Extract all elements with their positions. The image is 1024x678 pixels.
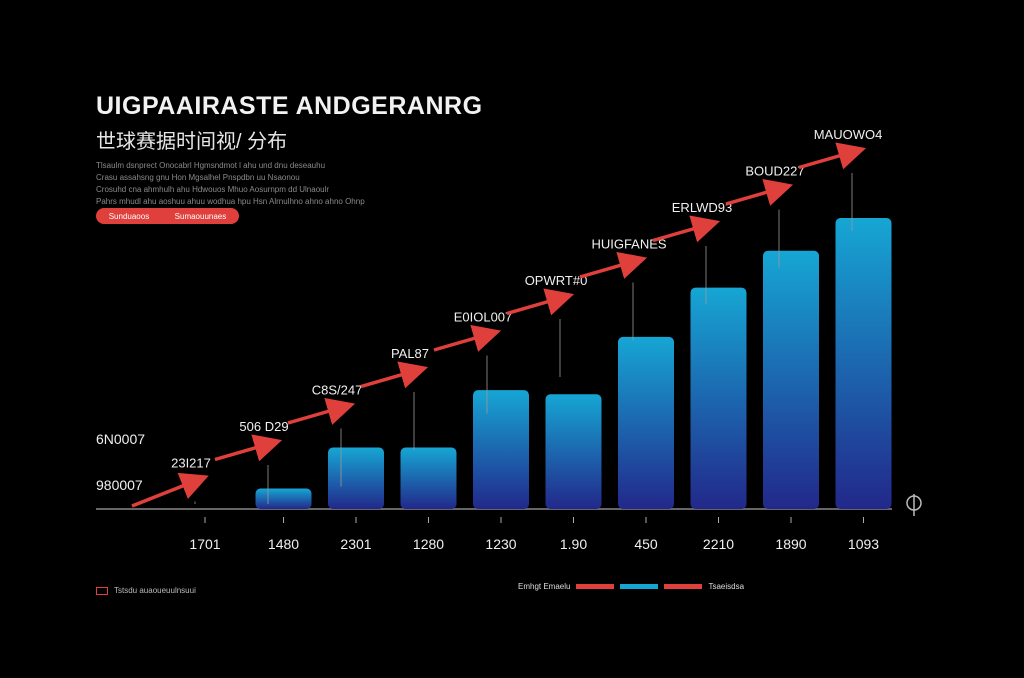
description-block: Tlsaulm dsnprect Onocabrl Hgmsndmot l ah… <box>96 160 366 208</box>
description-line: Pahrs mhudl ahu aoshuu ahuu wodhua hpu H… <box>96 197 365 206</box>
x-tick-label: 1093 <box>848 536 879 552</box>
trend-arrow <box>798 142 867 170</box>
arrow-value-label: 23I217 <box>171 456 211 471</box>
trend-arrow <box>506 288 575 316</box>
y-axis-label: 980007 <box>96 477 143 493</box>
chart-subtitle: 世球赛据时间视/ 分布 <box>96 131 288 153</box>
legend: Emhgt Emaelu Tsaeisdsa <box>518 582 744 591</box>
arrow-value-label: OPWRT#0 <box>525 273 588 288</box>
chart-bar <box>835 218 892 509</box>
description-line: Crasu assahsng gnu Hon Mgsalhel Pnspdbn … <box>96 173 300 182</box>
trend-arrow <box>214 434 283 462</box>
chart-bar <box>255 488 312 509</box>
chart-title: UIGPAAIRASTE ANDGERANRG <box>96 92 483 120</box>
x-tick-label: 1480 <box>268 536 299 552</box>
description-line: Tlsaulm dsnprect Onocabrl Hgmsndmot l ah… <box>96 161 326 170</box>
chart-bar <box>690 287 747 509</box>
x-tick-label: 450 <box>634 536 658 552</box>
tag-pill-right: Sumaouunaes <box>174 211 227 221</box>
x-tick-label: 1280 <box>413 536 444 552</box>
footer-text: Tstsdu auaoueuulnsuui <box>114 586 196 595</box>
y-axis-label: 6N0007 <box>96 431 145 447</box>
chart-bar <box>328 447 384 509</box>
arrow-value-label: MAUOWO4 <box>814 127 883 142</box>
axis-end-icon <box>906 494 922 516</box>
legend-label-left: Emhgt Emaelu <box>518 582 571 591</box>
trend-arrow <box>131 472 209 508</box>
trend-arrow <box>725 178 794 206</box>
arrow-value-label: HUIGFANES <box>591 237 666 252</box>
arrow-value-label: ERLWD93 <box>672 200 732 215</box>
chart-bar <box>400 447 457 509</box>
legend-swatch-blue <box>620 584 659 589</box>
arrow-value-label: 506 D29 <box>239 419 288 434</box>
description-line: Crosuhd cna ahmhulh ahu Hdwouos Mhuo Aos… <box>96 185 330 194</box>
arrow-value-label: PAL87 <box>391 346 429 361</box>
x-tick-label: 2210 <box>703 536 734 552</box>
chart-bar <box>618 336 674 509</box>
chart-bar <box>763 250 819 509</box>
x-tick-label: 1230 <box>485 536 516 552</box>
footer-note: Tstsdu auaoueuulnsuui <box>96 586 196 595</box>
trend-arrow <box>652 215 721 243</box>
footer-box-icon <box>96 586 108 595</box>
trend-arrow <box>360 361 429 389</box>
tag-pill-left: Sunduaoos <box>108 211 150 221</box>
tag-pill: Sunduaoos Sumaouunaes <box>96 208 239 224</box>
arrow-value-label: E0IOL007 <box>454 310 513 325</box>
arrow-value-label: BOUD227 <box>745 164 804 179</box>
x-tick-label: 1701 <box>189 536 220 552</box>
trend-arrow <box>433 324 502 352</box>
legend-swatch-red <box>576 584 615 589</box>
chart-bar <box>473 390 529 509</box>
arrow-value-label: C8S/247 <box>312 383 363 398</box>
chart-bar <box>545 394 602 509</box>
trend-arrow <box>579 251 648 279</box>
x-tick-label: 2301 <box>340 536 371 552</box>
x-tick-label: 1890 <box>775 536 806 552</box>
x-tick-label: 1.90 <box>560 536 587 552</box>
trend-arrow <box>287 397 356 425</box>
legend-swatch-red <box>664 584 703 589</box>
legend-label-right: Tsaeisdsa <box>708 582 745 591</box>
